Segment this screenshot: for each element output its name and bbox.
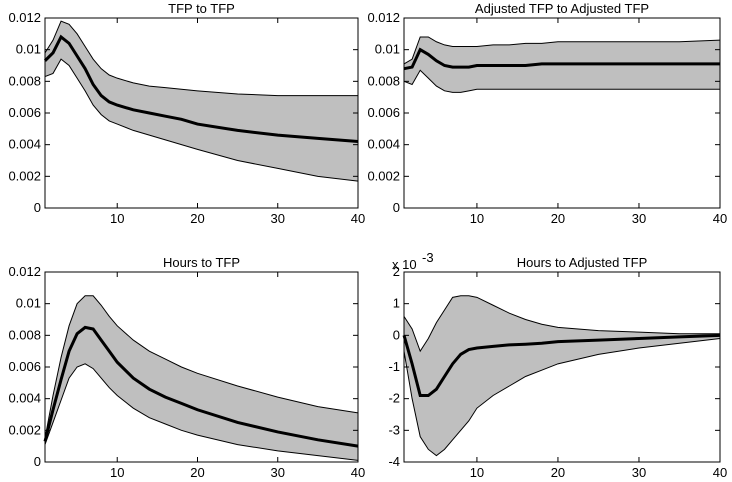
x-tick-label: 40: [713, 465, 727, 480]
band-upper: [403, 36, 721, 65]
median-line: [43, 34, 359, 143]
subplot-title: TFP to TFP: [168, 1, 235, 16]
y-tick-label: 0.012: [8, 10, 41, 25]
x-tick-label: 30: [632, 211, 646, 226]
median-line: [403, 47, 720, 71]
y-tick-label: 0.01: [16, 42, 41, 57]
y-tick-label: 0.008: [367, 73, 400, 88]
x-tick-label: 40: [351, 211, 365, 226]
subplot: 0 0.002 0.004 0.006 0.008 0.01 0.012 10 20 30 40 Ad…: [367, 1, 727, 226]
band-lower: [403, 338, 721, 457]
y-tick-label: 2: [393, 264, 400, 279]
subplot: 0 0.002 0.004 0.006 0.008 0.01 0.012 10 20 30 40 Ho…: [8, 255, 365, 480]
x-tick-label: 30: [632, 465, 646, 480]
y-tick-label: 0.002: [367, 168, 400, 183]
x-tick-label: 40: [351, 465, 365, 480]
subplot: 0 0.002 0.004 0.006 0.008 0.01 0.012 10 20 30 40 TF…: [8, 1, 365, 226]
y-tick-label: -3: [388, 422, 400, 437]
y-tick-label: 0.002: [8, 422, 41, 437]
x-tick-label: 20: [190, 211, 204, 226]
y-tick-label: 0.004: [8, 391, 41, 406]
y-tick-label: 0.006: [367, 105, 400, 120]
y-tick-label: 0.01: [375, 42, 400, 57]
x-tick-label: 10: [470, 211, 484, 226]
subplot-title: Hours to Adjusted TFP: [517, 255, 648, 270]
y-tick-label: 0.004: [367, 137, 400, 152]
x-tick-label: 20: [551, 465, 565, 480]
subplot: -4 -3 -2 -1 0 1 2 10 20 30 40 Hours to Adjusted TFP…: [388, 250, 727, 480]
x-tick-label: 10: [110, 211, 124, 226]
x-tick-label: 30: [271, 465, 285, 480]
band-lower: [44, 363, 359, 461]
median-line: [402, 333, 721, 397]
y-tick-label: 0.01: [16, 296, 41, 311]
y-tick-label: 0.002: [8, 168, 41, 183]
band-upper: [44, 295, 359, 439]
x-tick-label: 10: [110, 465, 124, 480]
y-tick-label: 0: [34, 200, 41, 215]
band-lower: [403, 69, 720, 93]
scale-exponent: -3: [422, 250, 434, 265]
y-tick-label: 0: [393, 200, 400, 215]
y-tick-label: 0.012: [367, 10, 400, 25]
y-tick-label: 0.006: [8, 105, 41, 120]
y-tick-label: -4: [388, 454, 400, 469]
y-tick-label: 0: [393, 327, 400, 342]
confidence-band: [45, 295, 358, 461]
y-tick-label: 0.008: [8, 327, 41, 342]
band-upper: [403, 295, 720, 353]
y-tick-label: 0.004: [8, 137, 41, 152]
y-tick-label: 0.006: [8, 359, 41, 374]
y-tick-label: 1: [393, 296, 400, 311]
x-tick-label: 10: [470, 465, 484, 480]
y-tick-label: 0.008: [8, 73, 41, 88]
y-tick-label: 0: [34, 454, 41, 469]
y-tick-label: 0.012: [8, 264, 41, 279]
scale-base: x 10: [392, 257, 417, 272]
band-lower: [44, 58, 359, 182]
subplot-title: Hours to TFP: [163, 255, 240, 270]
confidence-band: [45, 21, 358, 182]
band-upper: [44, 20, 358, 97]
x-tick-label: 30: [271, 211, 285, 226]
confidence-band: [404, 295, 720, 456]
y-tick-label: -2: [388, 391, 400, 406]
subplot-title: Adjusted TFP to Adjusted TFP: [475, 1, 649, 16]
x-tick-label: 40: [713, 211, 727, 226]
x-tick-label: 20: [190, 465, 204, 480]
y-tick-label: -1: [388, 359, 400, 374]
x-tick-label: 20: [551, 211, 565, 226]
median-line: [43, 325, 359, 448]
